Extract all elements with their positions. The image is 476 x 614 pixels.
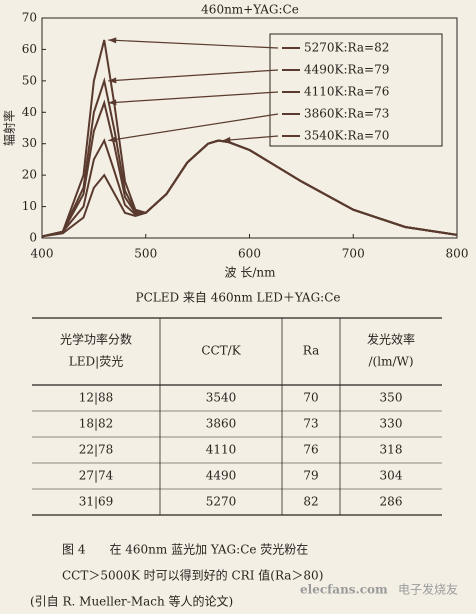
x-tick-label: 700 <box>342 247 365 261</box>
table-header: LED|荧光 <box>69 355 123 369</box>
arrow-head <box>222 136 231 143</box>
x-tick-label: 500 <box>134 247 157 261</box>
legend-arrow <box>108 113 279 142</box>
table-header: CCT/K <box>201 344 241 358</box>
x-tick-label: 800 <box>446 247 469 261</box>
x-axis-title: 波 长/nm <box>225 266 277 280</box>
table-cell: 70 <box>303 391 318 405</box>
table: 光学功率分数 LED|荧光 CCT/K Ra 发光效率 /(lm/W) 12|88 3540 7… <box>32 317 442 516</box>
legend-label: 3860K:Ra=73 <box>304 107 389 121</box>
caption-line: 图 4 在 460nm 蓝光加 YAG:Ce 荧光粉在 <box>62 543 308 557</box>
legend-arrow <box>108 69 279 82</box>
table-cell: 79 <box>303 469 318 483</box>
legend-arrow <box>222 135 279 142</box>
table-cell: 73 <box>303 417 318 431</box>
table-title: PCLED 来自 460nm LED＋YAG:Ce <box>136 291 341 305</box>
table-header: 光学功率分数 <box>60 332 132 347</box>
legend-arrow <box>108 91 279 104</box>
y-axis-title: 辐射率 <box>2 110 17 146</box>
y-tick-label: 10 <box>22 199 37 213</box>
legend-label: 3540K:Ra=70 <box>304 129 389 143</box>
table-cell: 350 <box>380 391 403 405</box>
legend-box <box>269 33 443 147</box>
table-cell: 4490 <box>206 469 237 483</box>
table-header: 发光效率 <box>367 332 415 347</box>
y-tick-label: 20 <box>22 168 37 182</box>
arrow-head <box>108 77 117 84</box>
arrow-head <box>108 99 117 106</box>
table-cell: 82 <box>303 495 318 509</box>
table-cell: 318 <box>380 443 403 457</box>
table-cell: 27|74 <box>79 469 114 483</box>
table-cell: 3540 <box>206 391 237 405</box>
caption-line: (引自 R. Mueller-Mach 等人的论文) <box>30 594 233 609</box>
y-tick-label: 60 <box>22 42 37 56</box>
legend-label: 5270K:Ra=82 <box>304 41 389 55</box>
legend-label: 4490K:Ra=79 <box>304 63 389 77</box>
legend-label: 4110K:Ra=76 <box>304 85 389 99</box>
table-cell: 22|78 <box>79 443 114 457</box>
table-cell: 5270 <box>206 495 237 509</box>
table-header: Ra <box>303 344 319 358</box>
watermark-brand: 电子发烧友 <box>398 582 458 597</box>
series-line <box>41 139 458 238</box>
table-cell: 76 <box>303 443 318 457</box>
table-cell: 304 <box>380 469 403 483</box>
table-cell: 31|69 <box>79 495 114 509</box>
y-tick-label: 0 <box>29 231 37 245</box>
table-cell: 330 <box>380 417 403 431</box>
arrow-head <box>108 136 117 143</box>
table-cell: 286 <box>380 495 403 509</box>
chart-title: 460nm+YAG:Ce <box>201 3 299 17</box>
x-tick-label: 400 <box>31 247 54 261</box>
y-tick-label: 50 <box>22 73 37 87</box>
y-tick-label: 70 <box>22 11 37 25</box>
arrow-head <box>108 37 117 44</box>
table-header: /(lm/W) <box>369 355 414 369</box>
table-cell: 12|88 <box>79 391 114 405</box>
x-tick-label: 600 <box>238 247 261 261</box>
table-cell: 18|82 <box>79 417 114 431</box>
table-cell: 4110 <box>206 443 237 457</box>
caption-line: CCT＞5000K 时可以得到好的 CRI 值(Ra＞80) <box>62 568 323 583</box>
y-tick-label: 40 <box>22 105 37 119</box>
watermark-site: elecfans.com <box>300 583 388 597</box>
y-tick-label: 30 <box>22 136 37 150</box>
legend-arrow <box>108 39 279 49</box>
table-cell: 3860 <box>206 417 237 431</box>
